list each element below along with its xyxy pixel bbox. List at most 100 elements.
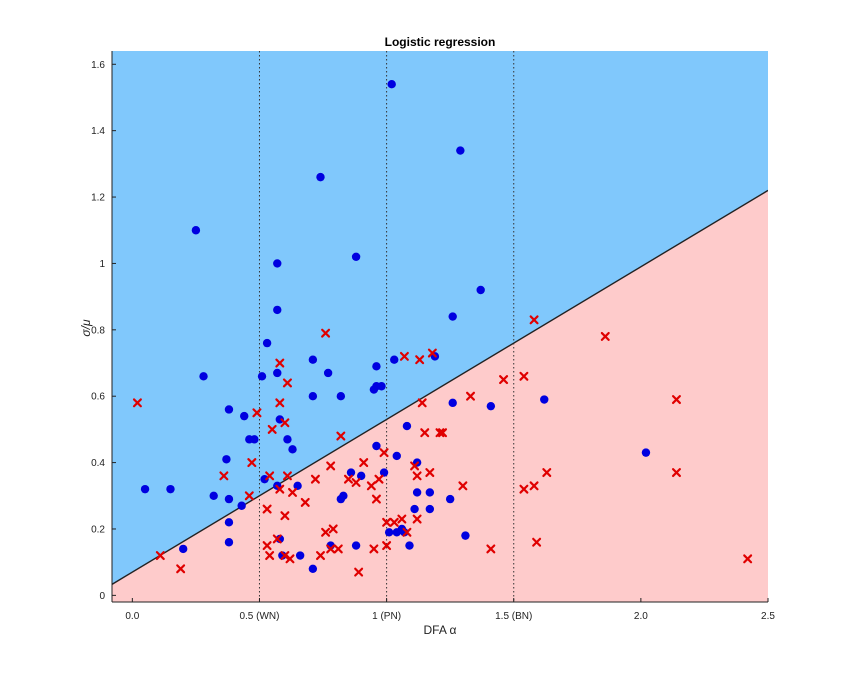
data-point-x xyxy=(336,431,346,441)
x-tick-label: 0.0 xyxy=(125,611,139,622)
data-point-circle xyxy=(339,491,348,500)
data-point-circle xyxy=(237,501,246,510)
plot-area xyxy=(112,51,768,602)
data-point-x xyxy=(425,468,435,478)
data-point-x xyxy=(435,428,445,438)
data-point-x xyxy=(326,461,336,471)
data-point-x xyxy=(466,391,476,401)
data-point-x xyxy=(499,375,509,385)
data-point-x xyxy=(420,428,430,438)
data-point-circle xyxy=(278,551,287,560)
data-point-circle xyxy=(224,538,234,547)
data-point-x xyxy=(366,481,376,491)
data-point-x xyxy=(371,494,381,504)
data-point-x xyxy=(247,458,257,468)
data-point-circle xyxy=(336,392,346,401)
data-point-circle xyxy=(191,226,201,235)
data-point-circle xyxy=(356,471,366,481)
data-point-circle xyxy=(405,541,414,550)
data-point-circle xyxy=(262,338,272,348)
x-axis: 0.0 0.5 (WN) 1 (PN) 1.5 (BN) 2.0 2.5 xyxy=(112,598,775,622)
data-point-circle xyxy=(209,491,218,500)
data-point-circle xyxy=(260,474,269,484)
data-point-x xyxy=(532,537,542,547)
y-tick-label: 1.2 xyxy=(91,193,105,204)
data-point-x xyxy=(519,484,529,494)
y-tick-label: 0.2 xyxy=(91,524,105,535)
data-point-x xyxy=(351,478,361,488)
data-point-circle xyxy=(275,415,285,424)
data-point-x xyxy=(275,484,285,494)
data-point-circle xyxy=(387,79,396,89)
data-point-circle xyxy=(275,534,285,544)
data-point-x xyxy=(519,371,529,381)
data-point-circle xyxy=(641,448,651,457)
data-point-circle xyxy=(392,451,401,461)
y-tick-label: 1 xyxy=(99,259,105,270)
data-point-circle xyxy=(178,544,188,554)
data-point-circle xyxy=(412,488,422,497)
data-point-x xyxy=(280,511,290,521)
data-point-x xyxy=(321,527,331,537)
data-point-x xyxy=(402,527,412,537)
data-point-x xyxy=(417,398,427,408)
data-point-x xyxy=(219,471,229,481)
data-point-x xyxy=(275,398,285,408)
y-tick-label: 1.4 xyxy=(91,126,105,137)
y-tick-label: 0.4 xyxy=(91,458,105,469)
data-point-circle xyxy=(308,564,318,574)
x-tick-label: 1.5 (BN) xyxy=(495,611,532,622)
data-point-circle xyxy=(224,518,234,527)
data-point-circle xyxy=(372,362,381,371)
y-tick-label: 0.8 xyxy=(91,325,105,336)
data-point-circle xyxy=(384,528,394,537)
data-point-x xyxy=(369,544,379,554)
data-point-x xyxy=(300,497,310,507)
data-point-circle xyxy=(390,355,399,364)
data-point-circle xyxy=(308,392,318,401)
data-point-x xyxy=(374,474,384,484)
data-point-x xyxy=(412,471,422,481)
data-point-x xyxy=(282,378,292,388)
data-point-x xyxy=(343,474,353,484)
data-point-x xyxy=(176,564,186,574)
data-point-circle xyxy=(486,401,496,411)
data-point-x xyxy=(282,471,292,481)
data-point-x xyxy=(267,424,277,434)
x-tick-label: 0.5 (WN) xyxy=(239,611,279,622)
data-point-x xyxy=(389,517,399,527)
data-point-x xyxy=(262,541,272,551)
x-axis-label: DFA α xyxy=(424,623,457,637)
data-point-circle xyxy=(540,395,549,404)
data-point-x xyxy=(354,567,364,577)
data-point-circle xyxy=(323,368,333,378)
data-point-x xyxy=(328,524,338,534)
data-point-circle xyxy=(456,146,465,155)
data-point-x xyxy=(382,517,392,527)
decision-boundary-line xyxy=(112,189,768,585)
data-point-x xyxy=(529,481,539,491)
chart-title: Logistic regression xyxy=(385,35,496,49)
plot-content xyxy=(112,51,768,602)
data-point-circle xyxy=(240,411,249,421)
data-point-x xyxy=(412,514,422,524)
y-axis: 0 0.2 0.4 0.6 0.8 1 1.2 1.4 1.6 xyxy=(91,51,116,602)
data-point-x xyxy=(359,458,369,468)
data-point-x xyxy=(743,554,753,564)
data-point-circle xyxy=(410,504,419,514)
data-point-circle xyxy=(448,312,457,321)
data-point-circle xyxy=(293,481,302,491)
data-point-x xyxy=(397,514,407,524)
data-point-circle xyxy=(288,445,297,454)
data-point-circle xyxy=(250,435,259,444)
data-point-circle xyxy=(377,382,386,391)
data-point-x xyxy=(280,551,290,561)
data-point-circle xyxy=(224,405,234,414)
data-point-x xyxy=(671,468,681,478)
data-point-x xyxy=(288,487,298,497)
data-point-x xyxy=(244,491,254,501)
data-point-circle xyxy=(222,455,231,464)
data-point-x xyxy=(265,551,275,561)
data-point-x xyxy=(155,551,165,561)
